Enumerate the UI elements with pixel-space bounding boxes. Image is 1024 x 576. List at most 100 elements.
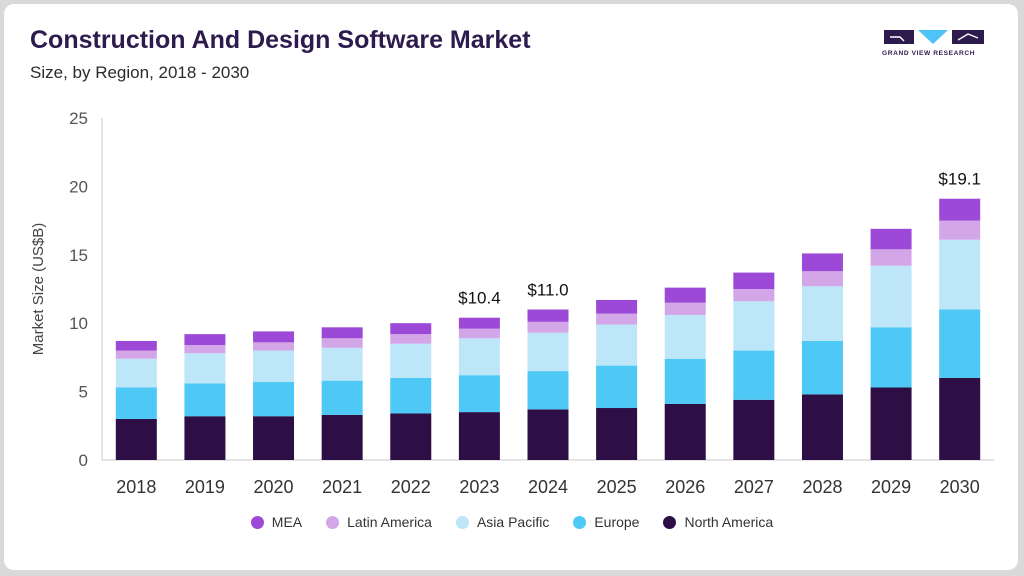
bar-segment-north-america [596, 408, 638, 460]
bar-segment-latin-america [939, 220, 981, 240]
bar-segment-asia-pacific [801, 286, 843, 341]
bar-segment-latin-america [733, 289, 775, 302]
bar-segment-europe [527, 371, 569, 410]
x-tick-label: 2026 [665, 477, 705, 497]
x-tick-label: 2022 [391, 477, 431, 497]
bar-segment-latin-america [390, 334, 432, 344]
x-tick-label: 2029 [871, 477, 911, 497]
bar-segment-europe [390, 377, 432, 414]
bar-segment-europe [458, 375, 500, 413]
bar-segment-europe [939, 309, 981, 378]
data-label: $10.4 [458, 289, 501, 308]
x-tick-label: 2024 [528, 477, 568, 497]
bar-segment-latin-america [253, 342, 295, 351]
bar-segment-asia-pacific [939, 239, 981, 310]
legend-label: Europe [594, 514, 640, 530]
bar-segment-europe [801, 340, 843, 395]
logo-text: GRAND VIEW RESEARCH [882, 50, 976, 57]
data-label: $11.0 [527, 281, 568, 300]
x-tick-label: 2020 [254, 477, 294, 497]
bar-segment-asia-pacific [253, 350, 295, 383]
y-tick-label: 5 [79, 383, 88, 402]
bar-segment-north-america [184, 416, 226, 460]
bar-segment-europe [733, 350, 775, 400]
bar-segment-north-america [664, 403, 706, 460]
bar-segment-asia-pacific [870, 265, 912, 328]
bar-segment-north-america [870, 387, 912, 460]
bar-segment-mea [596, 299, 638, 314]
legend-item: MEA [250, 514, 303, 530]
x-tick-label: 2019 [185, 477, 225, 497]
grand-view-research-logo: GRAND VIEW RESEARCH [882, 28, 986, 64]
y-tick-label: 10 [69, 314, 88, 333]
y-tick-label: 0 [79, 451, 88, 470]
bar-segment-mea [115, 340, 157, 351]
bar-segment-north-america [939, 377, 981, 460]
bar-segment-north-america [253, 416, 295, 460]
x-tick-label: 2021 [322, 477, 362, 497]
bar-segment-mea [253, 331, 295, 343]
bar-segment-latin-america [870, 249, 912, 266]
bar-segment-asia-pacific [458, 338, 500, 376]
bar-segment-latin-america [458, 328, 500, 339]
bar-segment-north-america [390, 413, 432, 460]
legend-swatch [455, 515, 469, 529]
bar-segment-mea [939, 198, 981, 221]
bar-segment-asia-pacific [115, 358, 157, 388]
bar-segment-north-america [733, 399, 775, 460]
bar-segment-mea [870, 228, 912, 250]
legend-label: North America [684, 514, 774, 530]
bar-segment-asia-pacific [733, 301, 775, 351]
x-tick-label: 2023 [459, 477, 499, 497]
legend-item: North America [663, 514, 773, 530]
bar-segment-latin-america [527, 321, 569, 333]
bar-segment-asia-pacific [184, 353, 226, 384]
logo-mark-icon [884, 30, 984, 44]
bar-segment-latin-america [801, 271, 843, 287]
bar-segment-north-america [801, 394, 843, 460]
legend-swatch [663, 515, 677, 529]
bar-segment-europe [184, 383, 226, 417]
bar-segment-mea [184, 334, 226, 346]
bar-segment-asia-pacific [596, 324, 638, 366]
chart-title: Construction And Design Software Market [30, 26, 531, 54]
y-tick-label: 20 [69, 177, 88, 196]
y-axis-label: Market Size (US$B) [30, 223, 47, 356]
bar-segment-latin-america [664, 302, 706, 315]
bar-segment-europe [115, 387, 157, 419]
bar-segment-mea [321, 327, 363, 339]
bar-segment-latin-america [115, 350, 157, 359]
x-tick-label: 2025 [597, 477, 637, 497]
x-tick-label: 2018 [116, 477, 156, 497]
x-tick-label: 2030 [940, 477, 980, 497]
legend-item: Latin America [326, 514, 432, 530]
bar-segment-latin-america [184, 345, 226, 354]
bar-segment-mea [733, 272, 775, 289]
bar-segment-europe [596, 365, 638, 409]
data-label: $19.1 [938, 170, 981, 189]
legend-item: Asia Pacific [455, 514, 550, 530]
bar-segment-north-america [115, 418, 157, 460]
chart-subtitle: Size, by Region, 2018 - 2030 [30, 63, 250, 82]
chart-legend: MEA Latin America Asia Pacific Europe North … [0, 514, 1024, 530]
bar-segment-mea [458, 317, 500, 329]
legend-swatch [326, 515, 340, 529]
bar-segment-mea [527, 309, 569, 322]
bar-segment-asia-pacific [527, 332, 569, 372]
bar-segment-north-america [527, 409, 569, 460]
y-tick-label: 25 [69, 109, 88, 128]
legend-swatch [250, 515, 264, 529]
bar-segment-north-america [321, 414, 363, 460]
bar-segment-north-america [458, 412, 500, 460]
legend-label: MEA [271, 514, 303, 530]
bar-segment-europe [870, 327, 912, 388]
bar-segment-mea [664, 287, 706, 303]
bar-segment-latin-america [596, 313, 638, 325]
legend-swatch [573, 515, 587, 529]
bar-segment-europe [664, 358, 706, 404]
bar-segment-asia-pacific [321, 347, 363, 381]
bar-segment-mea [801, 253, 843, 272]
legend-label: Asia Pacific [476, 514, 550, 530]
legend-label: Latin America [347, 514, 432, 530]
